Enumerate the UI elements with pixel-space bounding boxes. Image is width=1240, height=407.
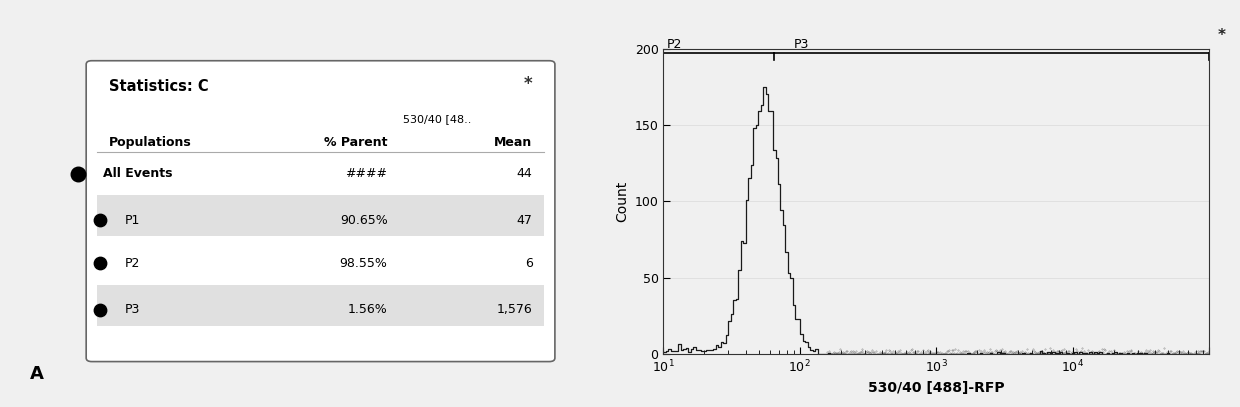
Text: 44: 44 [517, 167, 533, 180]
Text: *: * [1218, 28, 1225, 43]
Text: 1,576: 1,576 [497, 303, 533, 316]
Text: ####: #### [346, 167, 388, 180]
Text: All Events: All Events [103, 167, 172, 180]
FancyBboxPatch shape [87, 61, 556, 361]
Text: 6: 6 [525, 256, 533, 269]
Text: P1: P1 [125, 214, 140, 227]
Text: P2: P2 [125, 256, 140, 269]
FancyBboxPatch shape [98, 195, 544, 236]
Point [68, 170, 88, 177]
Text: P2: P2 [666, 38, 682, 51]
Text: Mean: Mean [495, 136, 533, 149]
Text: Statistics: C: Statistics: C [109, 79, 208, 94]
X-axis label: 530/40 [488]-RFP: 530/40 [488]-RFP [868, 381, 1004, 395]
Point [91, 260, 110, 266]
Text: % Parent: % Parent [324, 136, 388, 149]
Text: *: * [525, 75, 533, 93]
Text: 47: 47 [517, 214, 533, 227]
Text: P3: P3 [125, 303, 140, 316]
Y-axis label: Count: Count [615, 181, 629, 222]
Point [91, 306, 110, 313]
FancyBboxPatch shape [98, 284, 544, 326]
Text: 1.56%: 1.56% [347, 303, 388, 316]
Text: Populations: Populations [109, 136, 191, 149]
Text: 98.55%: 98.55% [340, 256, 388, 269]
Text: P3: P3 [794, 38, 810, 51]
Text: A: A [30, 365, 45, 383]
Text: 90.65%: 90.65% [340, 214, 388, 227]
Text: 530/40 [48..: 530/40 [48.. [403, 114, 471, 125]
Point [91, 217, 110, 223]
